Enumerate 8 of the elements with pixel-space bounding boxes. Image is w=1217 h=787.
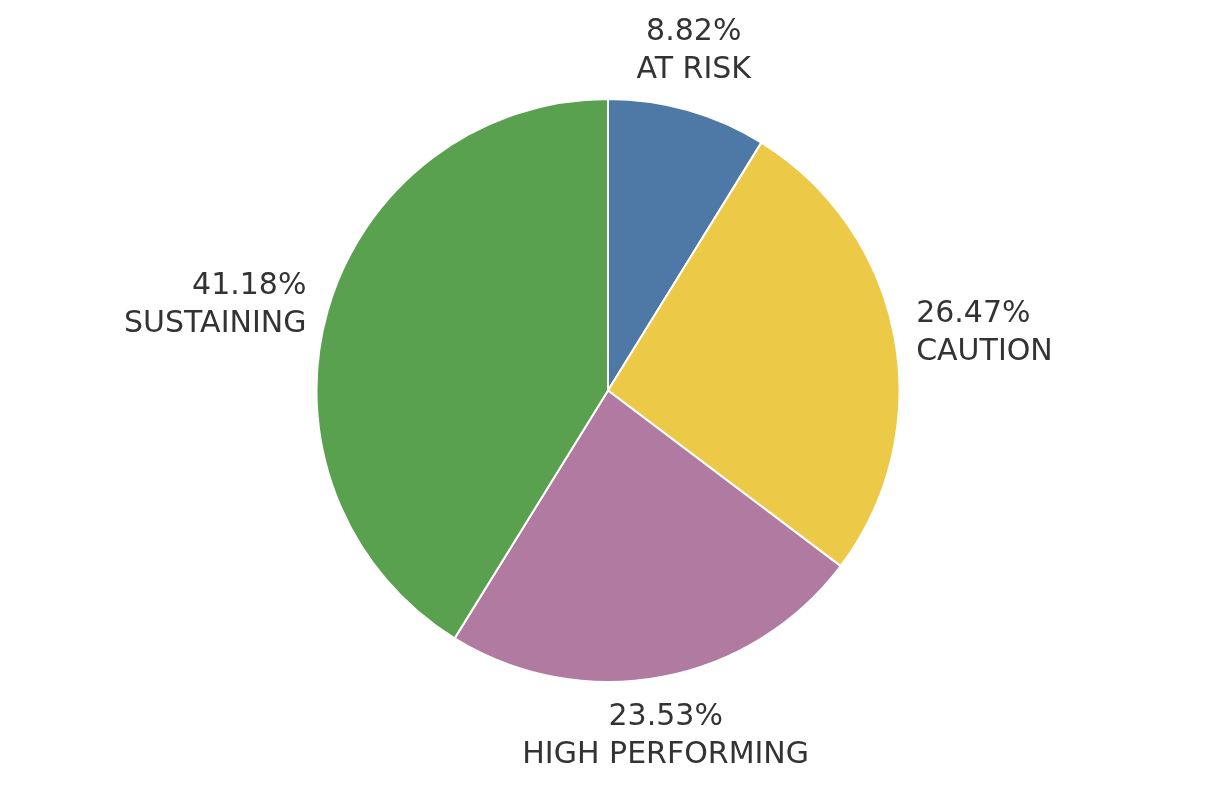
data-label: 8.82% bbox=[646, 11, 742, 47]
data-label: 41.18% bbox=[192, 265, 307, 301]
data-label: 23.53% bbox=[608, 697, 723, 733]
slice-label: AT RISK bbox=[636, 49, 753, 85]
data-label: 26.47% bbox=[916, 293, 1031, 329]
slice-label: HIGH PERFORMING bbox=[522, 735, 810, 771]
slice-label: SUSTAINING bbox=[124, 303, 307, 339]
slice-label: CAUTION bbox=[916, 331, 1053, 367]
